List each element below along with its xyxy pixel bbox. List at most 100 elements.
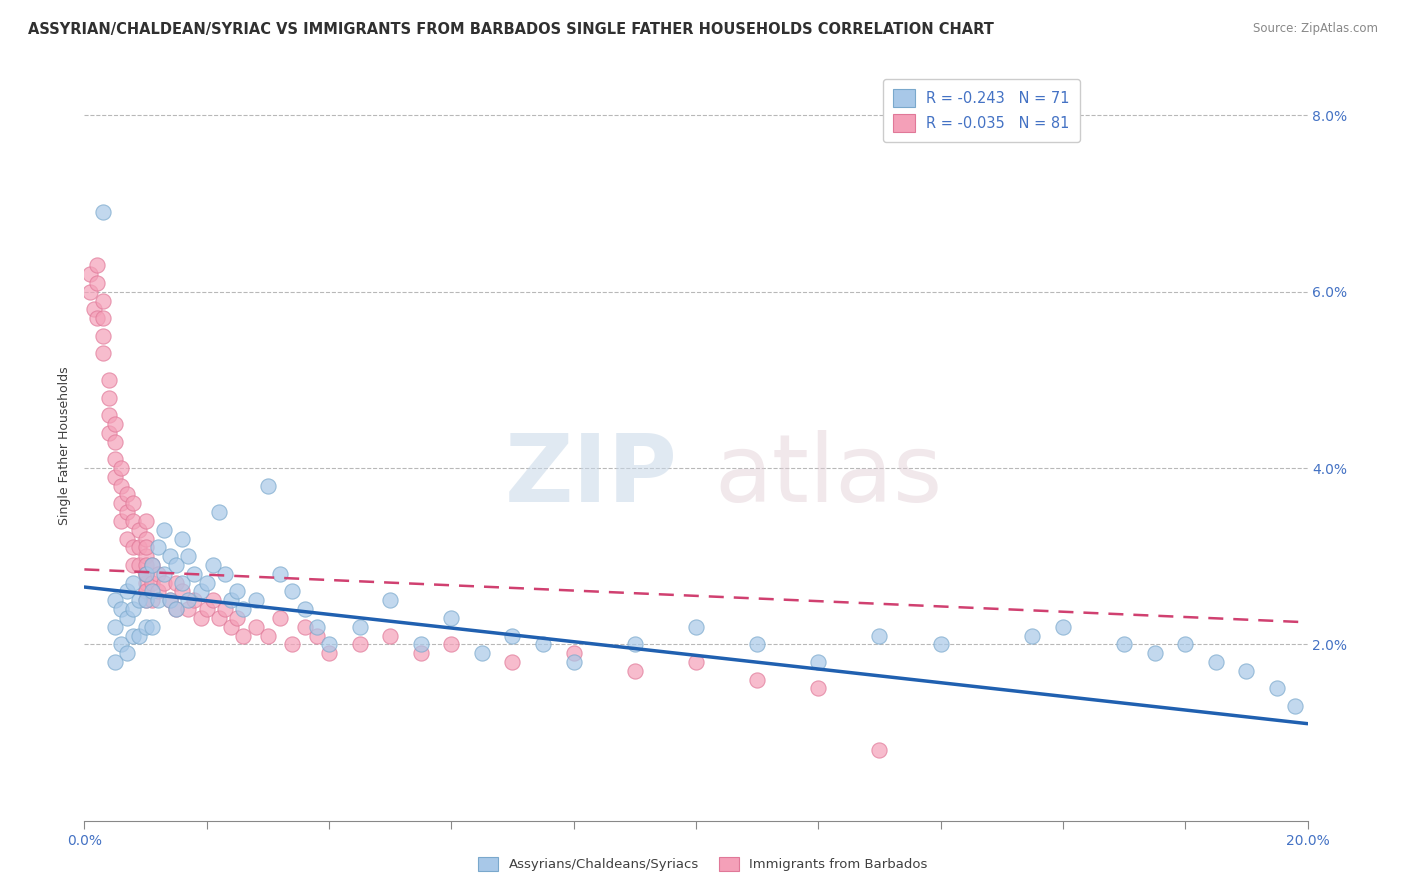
Point xyxy=(110,514,132,528)
Point xyxy=(305,628,328,642)
Point xyxy=(226,584,249,599)
Point xyxy=(624,664,647,678)
Point xyxy=(141,593,163,607)
Point xyxy=(115,505,138,519)
Point xyxy=(1284,699,1306,714)
Point xyxy=(214,602,236,616)
Point xyxy=(104,452,127,467)
Point xyxy=(869,743,891,757)
Point xyxy=(141,575,163,590)
Point xyxy=(91,205,114,219)
Point xyxy=(245,593,267,607)
Point xyxy=(110,602,132,616)
Point xyxy=(1052,620,1074,634)
Point xyxy=(201,558,224,572)
Point xyxy=(97,425,120,440)
Point xyxy=(79,285,101,299)
Point xyxy=(141,558,163,572)
Point xyxy=(183,593,205,607)
Point xyxy=(201,593,224,607)
Point xyxy=(146,584,169,599)
Point xyxy=(135,549,157,564)
Point xyxy=(929,637,952,651)
Point xyxy=(195,575,218,590)
Text: atlas: atlas xyxy=(714,430,942,522)
Point xyxy=(135,584,157,599)
Point xyxy=(190,584,212,599)
Point xyxy=(86,311,108,326)
Point xyxy=(747,673,769,687)
Point xyxy=(135,593,157,607)
Point xyxy=(146,593,169,607)
Point xyxy=(97,373,120,387)
Text: ASSYRIAN/CHALDEAN/SYRIAC VS IMMIGRANTS FROM BARBADOS SINGLE FATHER HOUSEHOLDS CO: ASSYRIAN/CHALDEAN/SYRIAC VS IMMIGRANTS F… xyxy=(28,22,994,37)
Point xyxy=(91,346,114,360)
Point xyxy=(502,628,524,642)
Point xyxy=(172,584,194,599)
Point xyxy=(135,541,157,555)
Point xyxy=(135,566,157,581)
Point xyxy=(177,593,200,607)
Point xyxy=(128,541,150,555)
Legend: Assyrians/Chaldeans/Syriacs, Immigrants from Barbados: Assyrians/Chaldeans/Syriacs, Immigrants … xyxy=(474,852,932,877)
Point xyxy=(440,611,463,625)
Point xyxy=(232,628,254,642)
Point xyxy=(104,470,127,484)
Point xyxy=(86,276,108,290)
Point xyxy=(110,478,132,492)
Point xyxy=(165,558,187,572)
Point xyxy=(685,655,707,669)
Point xyxy=(409,646,432,660)
Point xyxy=(122,496,145,510)
Point xyxy=(245,620,267,634)
Point xyxy=(305,620,328,634)
Point xyxy=(165,602,187,616)
Point xyxy=(380,593,402,607)
Point xyxy=(232,602,254,616)
Point xyxy=(471,646,494,660)
Point xyxy=(1114,637,1136,651)
Point xyxy=(208,611,231,625)
Point xyxy=(91,293,114,308)
Point xyxy=(183,566,205,581)
Point xyxy=(1236,664,1258,678)
Point xyxy=(1021,628,1043,642)
Point xyxy=(208,505,231,519)
Point xyxy=(226,611,249,625)
Point xyxy=(115,532,138,546)
Point xyxy=(97,408,120,422)
Point xyxy=(318,637,340,651)
Point xyxy=(135,532,157,546)
Point xyxy=(115,646,138,660)
Point xyxy=(318,646,340,660)
Point xyxy=(135,593,157,607)
Point xyxy=(86,258,108,272)
Point xyxy=(190,611,212,625)
Point xyxy=(257,478,280,492)
Point xyxy=(1143,646,1166,660)
Point xyxy=(195,602,218,616)
Point xyxy=(380,628,402,642)
Point xyxy=(91,328,114,343)
Point xyxy=(146,541,169,555)
Point xyxy=(141,620,163,634)
Point xyxy=(135,566,157,581)
Point xyxy=(159,593,181,607)
Point xyxy=(153,566,176,581)
Point xyxy=(122,602,145,616)
Point xyxy=(115,487,138,501)
Text: ZIP: ZIP xyxy=(505,430,678,522)
Point xyxy=(115,584,138,599)
Point xyxy=(269,566,291,581)
Point xyxy=(1265,681,1288,696)
Point xyxy=(159,593,181,607)
Point xyxy=(219,620,242,634)
Point xyxy=(294,602,316,616)
Point xyxy=(440,637,463,651)
Point xyxy=(624,637,647,651)
Point xyxy=(135,566,157,581)
Point xyxy=(104,417,127,431)
Point xyxy=(115,611,138,625)
Point xyxy=(135,575,157,590)
Point xyxy=(165,602,187,616)
